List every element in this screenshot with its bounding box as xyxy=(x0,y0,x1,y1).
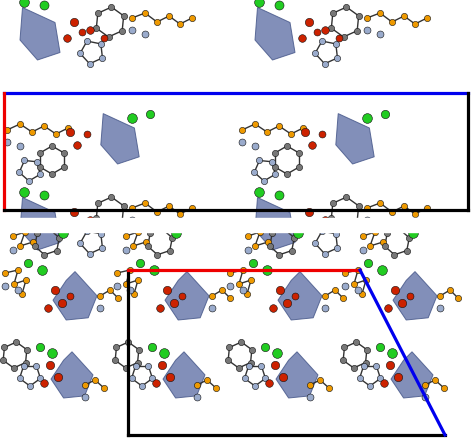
Polygon shape xyxy=(255,198,295,250)
Polygon shape xyxy=(391,352,433,398)
Polygon shape xyxy=(393,271,437,320)
Polygon shape xyxy=(53,271,97,320)
Bar xyxy=(0,218,474,232)
Polygon shape xyxy=(20,8,60,60)
Polygon shape xyxy=(278,271,322,320)
Polygon shape xyxy=(255,8,295,60)
Polygon shape xyxy=(51,352,93,398)
Polygon shape xyxy=(101,114,139,164)
Polygon shape xyxy=(276,352,318,398)
Polygon shape xyxy=(165,271,209,320)
Polygon shape xyxy=(163,352,205,398)
Polygon shape xyxy=(336,114,374,164)
Polygon shape xyxy=(20,198,60,250)
